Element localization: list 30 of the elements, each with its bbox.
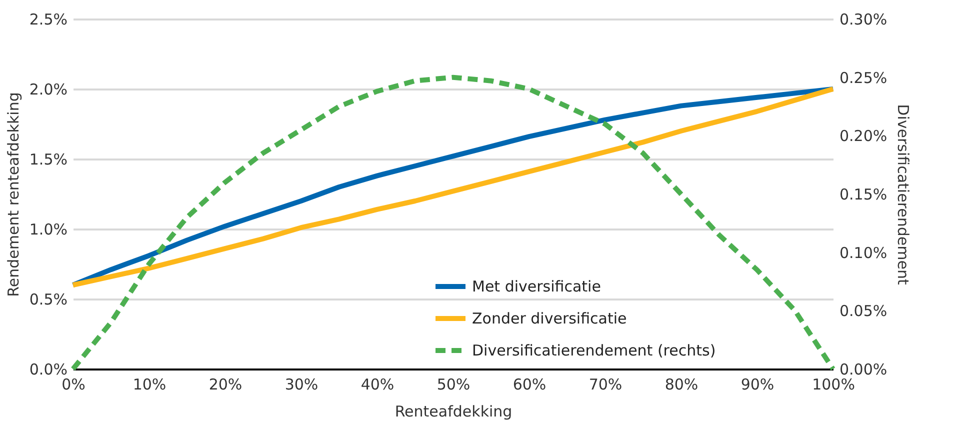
x-tick-label: 80% bbox=[664, 376, 698, 394]
x-tick-label: 10% bbox=[132, 376, 166, 394]
x-tick-label: 90% bbox=[740, 376, 774, 394]
x-tick-label: 70% bbox=[588, 376, 622, 394]
y-tick-label: 2.5% bbox=[29, 10, 68, 28]
x-axis-title: Renteafdekking bbox=[394, 402, 512, 420]
x-tick-label: 20% bbox=[208, 376, 242, 394]
y-tick-label: 0.5% bbox=[29, 290, 68, 308]
y-tick-label: 2.0% bbox=[29, 80, 68, 98]
y-tick-label: 0.0% bbox=[29, 360, 68, 378]
x-tick-label: 0% bbox=[62, 376, 86, 394]
y2-tick-label: 0.05% bbox=[840, 302, 888, 320]
x-tick-label: 40% bbox=[360, 376, 394, 394]
y2-tick-label: 0.00% bbox=[840, 360, 888, 378]
x-tick-label: 60% bbox=[512, 376, 546, 394]
y-tick-label: 1.0% bbox=[29, 220, 68, 238]
y2-tick-label: 0.20% bbox=[840, 127, 888, 146]
y-axis-title: Rendement renteafdekking bbox=[4, 92, 22, 297]
y2-axis-title: Diversificatierendement bbox=[894, 104, 912, 285]
legend-label: Diversificatierendement (rechts) bbox=[472, 342, 716, 360]
y2-tick-label: 0.10% bbox=[840, 244, 888, 262]
legend-label: Zonder diversificatie bbox=[472, 310, 627, 328]
y2-tick-label: 0.15% bbox=[840, 186, 888, 204]
y2-tick-label: 0.25% bbox=[840, 68, 888, 87]
y-tick-label: 1.5% bbox=[29, 150, 68, 168]
y2-tick-label: 0.30% bbox=[840, 10, 888, 28]
x-tick-label: 100% bbox=[812, 376, 855, 394]
x-tick-label: 50% bbox=[436, 376, 470, 394]
x-tick-label: 30% bbox=[284, 376, 318, 394]
legend-label: Met diversificatie bbox=[472, 278, 601, 296]
